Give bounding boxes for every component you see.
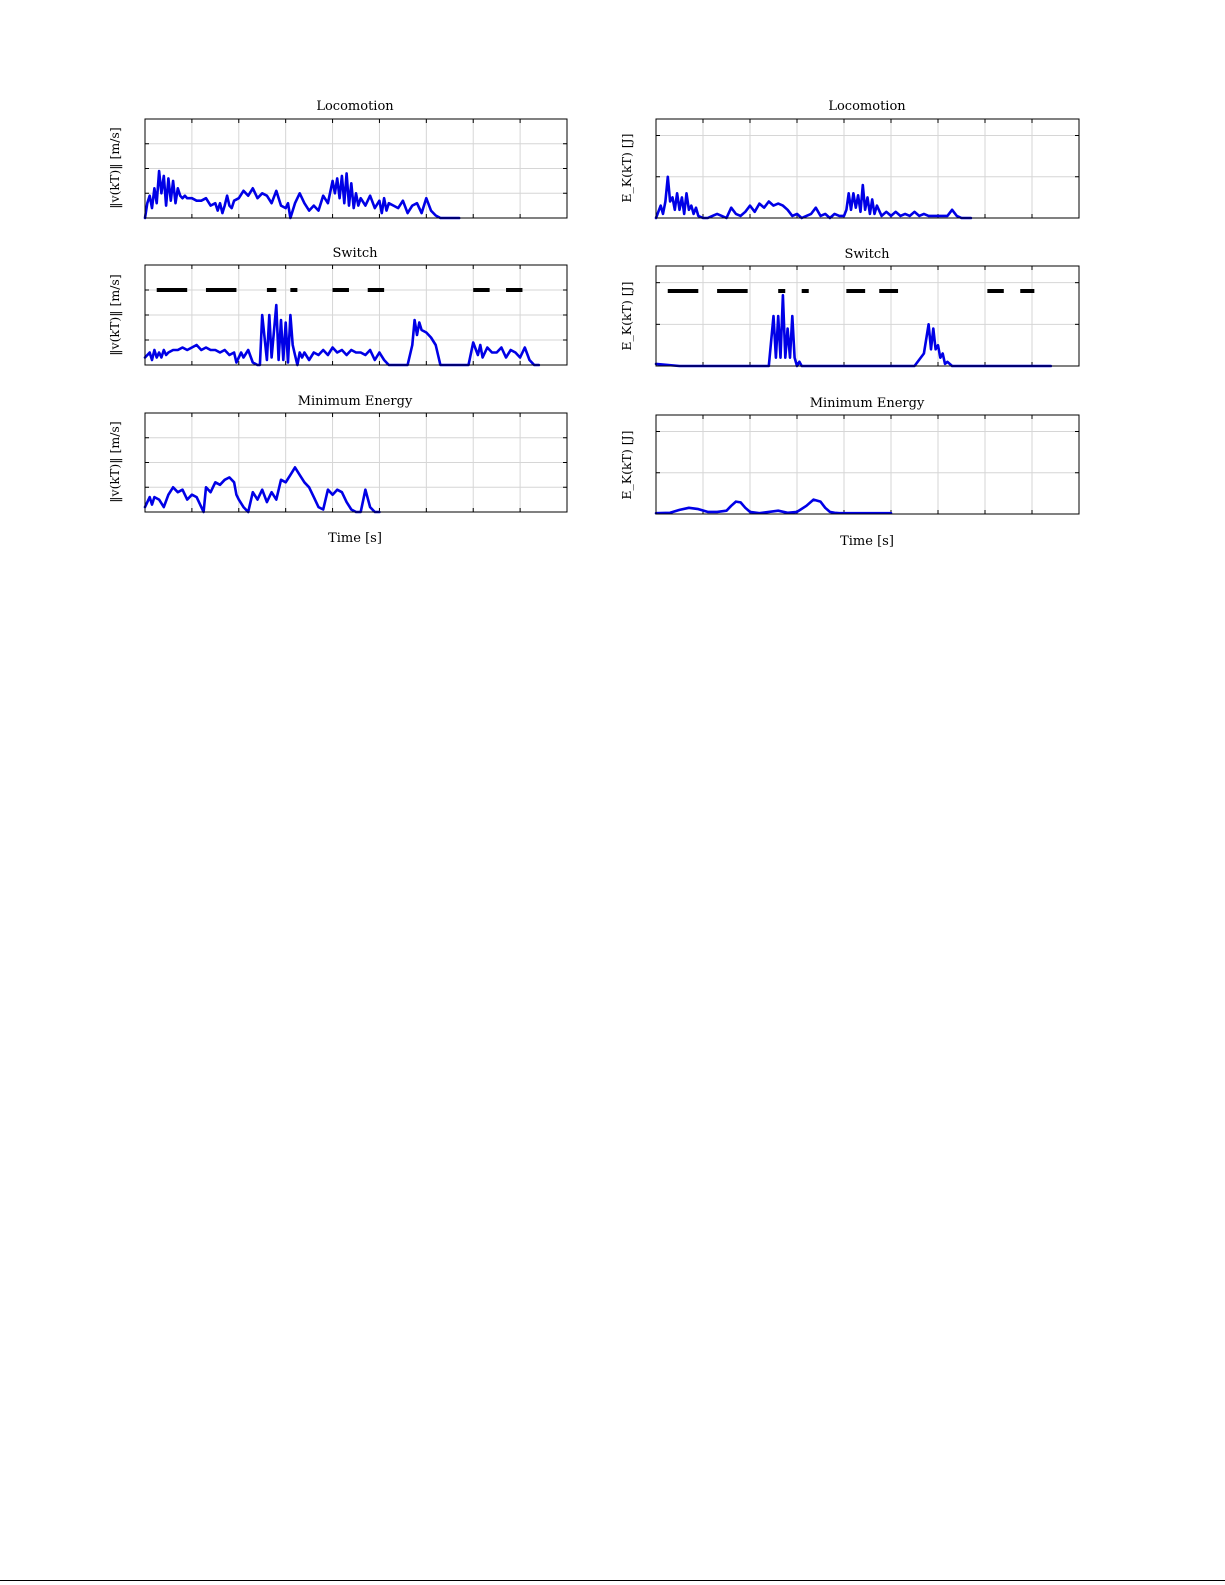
y-axis-label: E_K(kT) [J] [619, 133, 634, 202]
y-axis-label: ‖v(kT)‖ [m/s] [107, 127, 122, 208]
y-axis-label: ‖v(kT)‖ [m/s] [107, 421, 122, 502]
series-line [143, 303, 541, 367]
x-axis-label-right: Time [s] [840, 534, 894, 549]
panel-title: Minimum Energy [298, 394, 413, 409]
panel-locomotion-velocity: Locomotion ‖v(kT)‖ [m/s] [107, 99, 568, 220]
plot-frame [144, 412, 568, 513]
page-bottom-rule [0, 1580, 1225, 1581]
x-axis-label-left: Time [s] [328, 531, 382, 546]
panel-minimum-energy-energy: Minimum Energy E_K(kT) [J] [619, 396, 1080, 515]
plot-frame [144, 264, 568, 366]
panel-title: Switch [332, 246, 378, 261]
y-axis-label: E_K(kT) [J] [619, 430, 634, 499]
panel-switch-energy: Switch E_K(kT) [J] [619, 247, 1080, 368]
plot-frame [655, 414, 1080, 515]
panel-title: Locomotion [828, 99, 906, 114]
plot-frame [144, 118, 568, 219]
panel-title: Locomotion [316, 99, 394, 114]
series-line [654, 175, 973, 220]
plot-frame [655, 265, 1080, 367]
series-line [654, 498, 893, 515]
panel-title: Switch [844, 247, 890, 262]
y-axis-label: ‖v(kT)‖ [m/s] [107, 274, 122, 355]
figure: Locomotion ‖v(kT)‖ [m/s] Locomotion E_K(… [107, 99, 1080, 549]
panel-locomotion-energy: Locomotion E_K(kT) [J] [619, 99, 1080, 220]
panel-minimum-energy-velocity: Minimum Energy ‖v(kT)‖ [m/s] [107, 394, 568, 514]
panel-switch-velocity: Switch ‖v(kT)‖ [m/s] [107, 246, 568, 367]
series-line [143, 466, 381, 514]
plot-frame [655, 118, 1080, 219]
panel-title: Minimum Energy [810, 396, 925, 411]
y-axis-label: E_K(kT) [J] [619, 281, 634, 350]
series-line [654, 293, 1053, 368]
